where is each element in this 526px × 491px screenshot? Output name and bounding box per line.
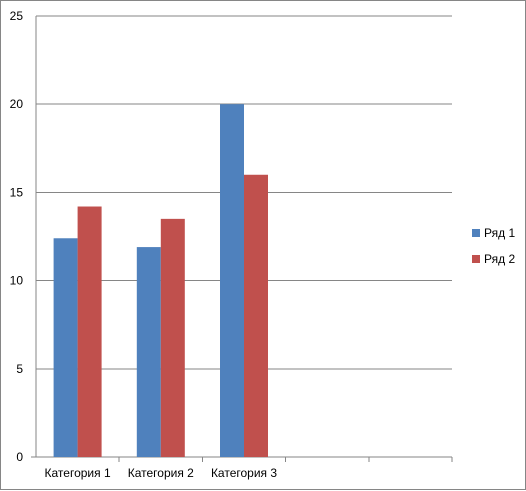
y-tick-label: 10 [10, 274, 24, 288]
bars [53, 104, 268, 457]
legend-label: Ряд 1 [484, 226, 515, 240]
x-tick-label: Категория 1 [45, 466, 111, 480]
y-tick-labels: 0 5 10 15 20 25 [10, 9, 24, 464]
y-tick-label: 20 [10, 97, 24, 111]
legend-label: Ряд 2 [484, 252, 515, 266]
y-tick-label: 15 [10, 185, 24, 199]
legend-swatch [472, 255, 480, 263]
bar-series-2 [77, 206, 102, 457]
bar-series-2 [244, 174, 268, 457]
y-tick-label: 25 [10, 9, 24, 23]
x-tick-labels: Категория 1 Категория 2 Категория 3 [45, 466, 278, 480]
bar-series-2 [160, 218, 185, 457]
x-tick-label: Категория 2 [128, 466, 194, 480]
legend: Ряд 1 Ряд 2 [472, 226, 515, 266]
x-tick-label: Категория 3 [211, 466, 277, 480]
bar-series-1 [220, 104, 244, 457]
legend-swatch [472, 229, 480, 237]
y-tick-label: 0 [16, 450, 23, 464]
bar-series-1 [53, 238, 78, 457]
bar-series-1 [136, 247, 161, 457]
y-tick-label: 5 [16, 362, 23, 376]
